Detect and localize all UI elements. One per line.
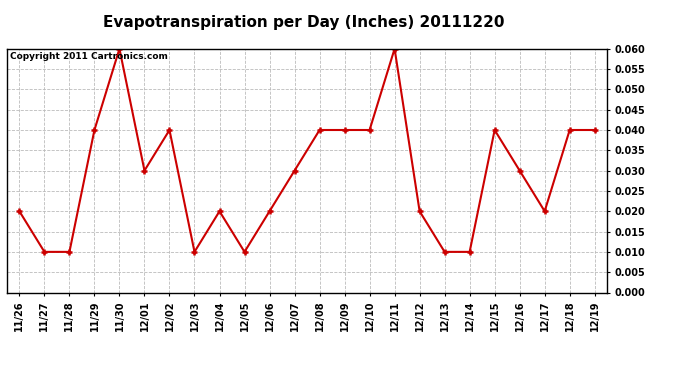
Text: Copyright 2011 Cartronics.com: Copyright 2011 Cartronics.com <box>10 53 168 62</box>
Text: Evapotranspiration per Day (Inches) 20111220: Evapotranspiration per Day (Inches) 2011… <box>103 15 504 30</box>
